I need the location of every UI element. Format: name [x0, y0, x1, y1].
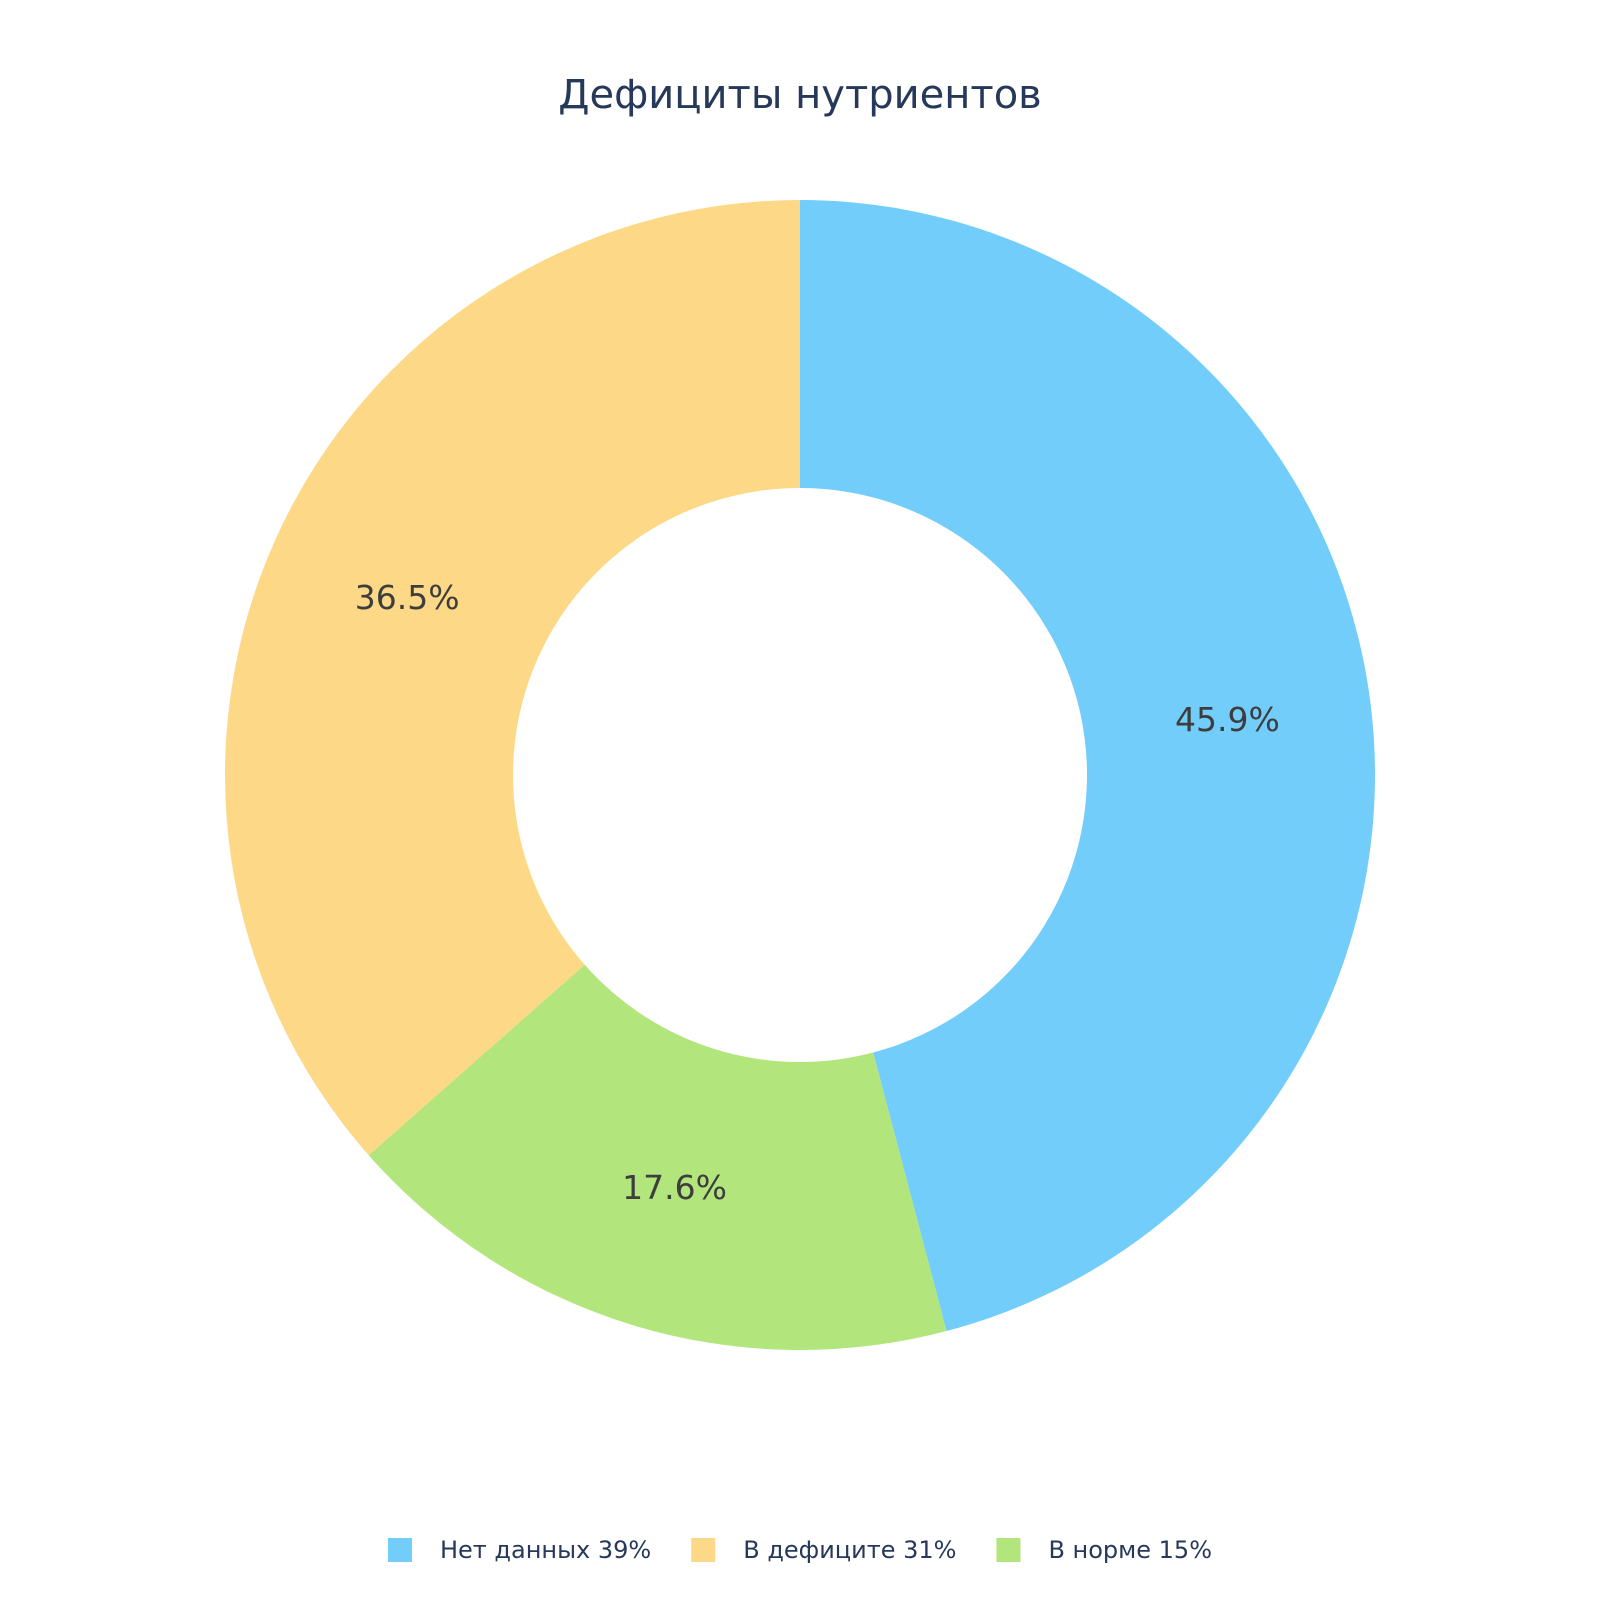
slice-label-2: 17.6%: [622, 1168, 727, 1207]
slice-label-3: 36.5%: [355, 578, 460, 617]
chart-title: Дефициты нутриентов: [558, 72, 1042, 118]
donut-slice-3: [225, 200, 800, 1156]
legend-label-3: В норме 15%: [1048, 1536, 1212, 1564]
legend-item-2: В дефиците 31%: [691, 1536, 956, 1564]
legend-label-1: Нет данных 39%: [440, 1536, 651, 1564]
donut-slice-2: [368, 964, 947, 1350]
legend-item-3: В норме 15%: [996, 1536, 1212, 1564]
legend-swatch-3: [996, 1538, 1021, 1562]
legend-label-2: В дефиците 31%: [743, 1536, 956, 1564]
donut-slices: [225, 200, 1376, 1350]
slice-label-1: 45.9%: [1175, 700, 1280, 739]
slice-labels: 45.9% 17.6% 36.5%: [355, 578, 1280, 1207]
donut-slice-1: [800, 200, 1376, 1332]
legend: Нет данных 39% В дефиците 31% В норме 15%: [387, 1536, 1212, 1564]
legend-item-1: Нет данных 39%: [387, 1536, 651, 1564]
legend-swatch-2: [691, 1538, 716, 1562]
legend-swatch-1: [387, 1538, 412, 1562]
